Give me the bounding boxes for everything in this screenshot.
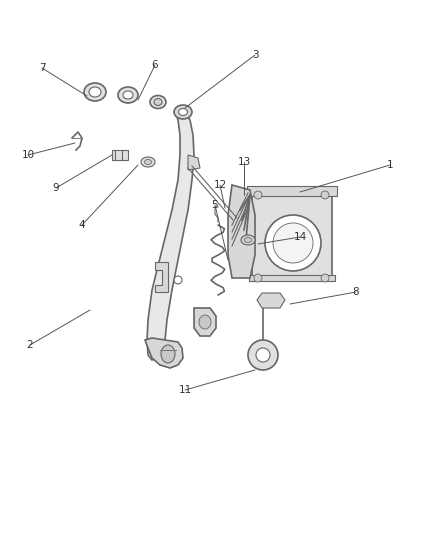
Bar bbox=[249, 275, 335, 281]
Polygon shape bbox=[228, 185, 255, 278]
Text: 1: 1 bbox=[387, 160, 393, 170]
Text: 3: 3 bbox=[252, 50, 258, 60]
Ellipse shape bbox=[161, 345, 175, 363]
Text: 2: 2 bbox=[27, 340, 33, 350]
Bar bbox=[247, 186, 337, 196]
Polygon shape bbox=[188, 155, 200, 170]
Ellipse shape bbox=[154, 99, 162, 106]
Circle shape bbox=[254, 191, 262, 199]
Text: 9: 9 bbox=[53, 183, 59, 193]
Ellipse shape bbox=[179, 109, 187, 116]
Circle shape bbox=[174, 276, 182, 284]
Text: 4: 4 bbox=[79, 220, 85, 230]
Ellipse shape bbox=[123, 91, 133, 99]
Ellipse shape bbox=[89, 87, 101, 97]
Circle shape bbox=[273, 223, 313, 263]
Circle shape bbox=[321, 191, 329, 199]
Polygon shape bbox=[147, 114, 194, 360]
Ellipse shape bbox=[244, 238, 251, 243]
Text: 14: 14 bbox=[293, 232, 307, 242]
Polygon shape bbox=[194, 308, 216, 336]
Circle shape bbox=[265, 215, 321, 271]
Text: 10: 10 bbox=[21, 150, 35, 160]
Ellipse shape bbox=[174, 105, 192, 119]
Text: 7: 7 bbox=[39, 63, 45, 73]
Text: 6: 6 bbox=[152, 60, 158, 70]
Ellipse shape bbox=[199, 315, 211, 329]
Text: 8: 8 bbox=[353, 287, 359, 297]
Circle shape bbox=[321, 274, 329, 282]
Ellipse shape bbox=[141, 157, 155, 167]
Circle shape bbox=[248, 340, 278, 370]
Ellipse shape bbox=[84, 83, 106, 101]
Ellipse shape bbox=[241, 235, 255, 245]
Text: 11: 11 bbox=[178, 385, 192, 395]
Bar bbox=[252, 188, 332, 278]
Circle shape bbox=[254, 274, 262, 282]
Text: 12: 12 bbox=[213, 180, 226, 190]
Ellipse shape bbox=[150, 95, 166, 109]
Bar bbox=[112, 150, 128, 160]
Text: 13: 13 bbox=[237, 157, 251, 167]
Polygon shape bbox=[145, 338, 183, 368]
Ellipse shape bbox=[118, 87, 138, 103]
Polygon shape bbox=[155, 262, 168, 292]
Ellipse shape bbox=[145, 159, 152, 165]
Text: 5: 5 bbox=[212, 200, 218, 210]
Circle shape bbox=[256, 348, 270, 362]
Polygon shape bbox=[257, 293, 285, 308]
